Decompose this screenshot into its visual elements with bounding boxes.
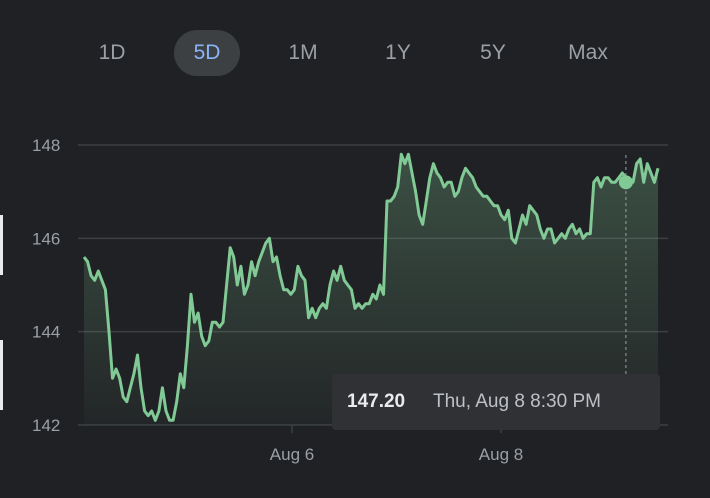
y-tick-label: 146 bbox=[32, 229, 60, 248]
y-tick-label: 144 bbox=[32, 323, 60, 342]
tab-1m[interactable]: 1M bbox=[288, 41, 318, 64]
y-tick-label: 142 bbox=[32, 416, 60, 435]
tab-5y[interactable]: 5Y bbox=[480, 41, 506, 64]
tab-1d[interactable]: 1D bbox=[98, 41, 126, 64]
x-tick-label: Aug 8 bbox=[479, 445, 523, 464]
tab-5d[interactable]: 5D bbox=[174, 30, 240, 76]
x-tick-label: Aug 6 bbox=[270, 445, 314, 464]
x-axis: Aug 6 Aug 8 bbox=[270, 425, 523, 464]
tab-1y[interactable]: 1Y bbox=[385, 41, 411, 64]
range-selector: 1D 5D 1M 1Y 5Y Max bbox=[0, 30, 710, 78]
tab-max[interactable]: Max bbox=[568, 41, 608, 64]
price-tooltip: 147.20 Thu, Aug 8 8:30 PM bbox=[332, 374, 660, 430]
tooltip-price: 147.20 bbox=[347, 391, 406, 412]
scroll-edge-marker bbox=[0, 215, 3, 275]
hover-marker bbox=[618, 175, 633, 190]
scroll-edge-marker bbox=[0, 340, 3, 410]
price-area-fill bbox=[84, 154, 658, 426]
y-axis: 142 144 146 148 bbox=[32, 136, 60, 435]
tooltip-datetime: Thu, Aug 8 8:30 PM bbox=[433, 391, 601, 412]
price-line bbox=[82, 152, 660, 422]
y-tick-label: 148 bbox=[32, 136, 60, 155]
